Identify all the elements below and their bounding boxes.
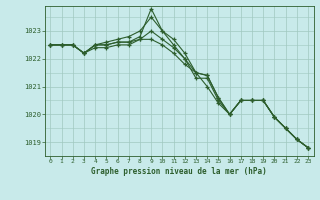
X-axis label: Graphe pression niveau de la mer (hPa): Graphe pression niveau de la mer (hPa) [91,167,267,176]
